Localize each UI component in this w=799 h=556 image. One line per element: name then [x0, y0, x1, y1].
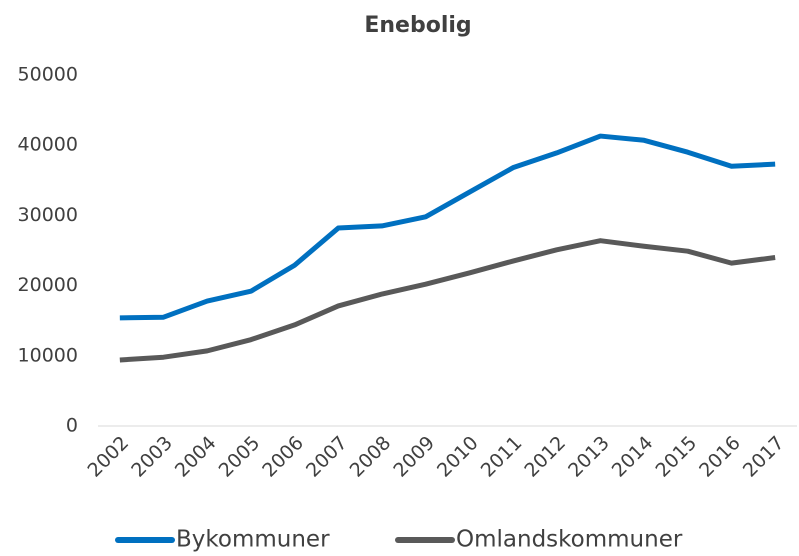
x-tick-label: 2016: [695, 432, 745, 482]
x-tick-label: 2017: [739, 432, 789, 482]
x-tick-label: 2006: [258, 432, 308, 482]
x-tick-label: 2009: [389, 432, 439, 482]
y-tick-label: 30000: [18, 204, 78, 226]
x-tick-label: 2011: [477, 432, 527, 482]
y-tick-label: 10000: [18, 344, 78, 366]
x-tick-label: 2007: [302, 432, 352, 482]
x-tick-label: 2012: [520, 432, 570, 482]
y-tick-label: 40000: [18, 134, 78, 156]
legend-label: Omlandskommuner: [456, 527, 683, 553]
x-tick-label: 2010: [433, 432, 483, 482]
line-series: [119, 238, 776, 363]
y-tick-label: 0: [66, 415, 78, 437]
x-tick-label: 2014: [608, 432, 658, 482]
x-tick-label: 2002: [84, 432, 134, 482]
chart-title: Enebolig: [364, 13, 471, 38]
x-tick-label: 2015: [651, 432, 701, 482]
y-tick-label: 20000: [18, 274, 78, 296]
x-tick-label: 2013: [564, 432, 614, 482]
line-series: [119, 133, 776, 321]
legend-label: Bykommuner: [176, 527, 330, 553]
x-tick-label: 2005: [215, 432, 265, 482]
x-tick-label: 2008: [346, 432, 396, 482]
y-tick-label: 50000: [18, 64, 78, 86]
x-tick-label: 2004: [171, 432, 221, 482]
x-tick-label: 2003: [127, 432, 177, 482]
